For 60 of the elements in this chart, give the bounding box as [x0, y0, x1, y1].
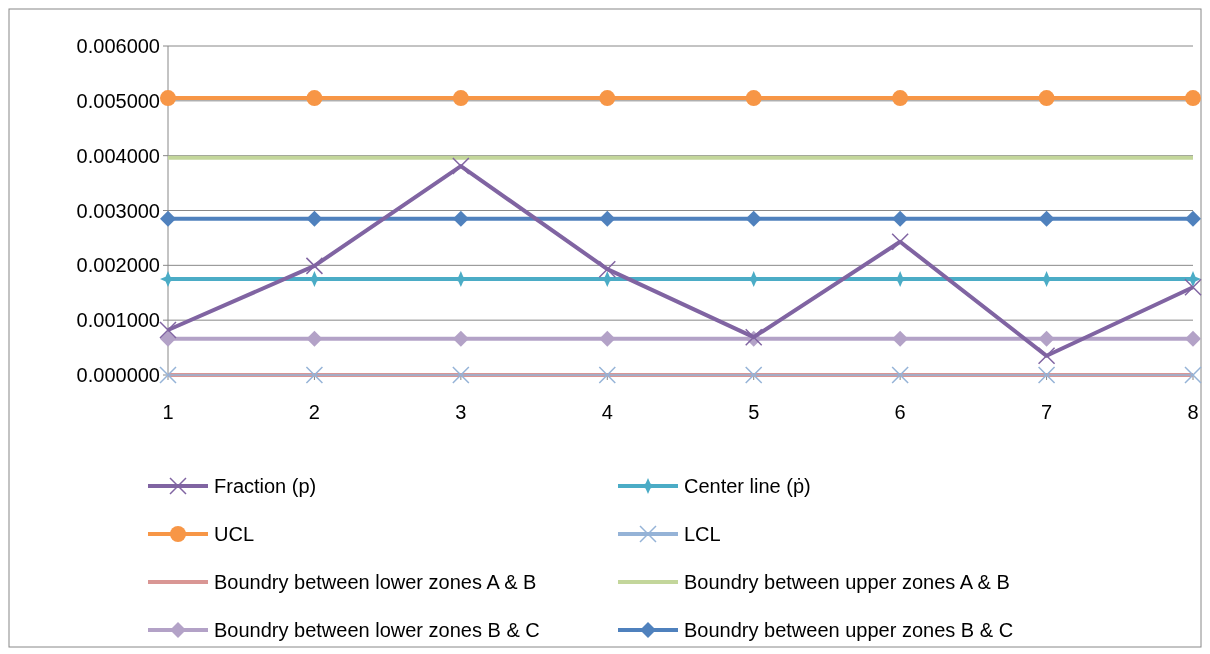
- point: [306, 210, 323, 227]
- legend-label: Boundry between lower zones A & B: [214, 571, 537, 593]
- x-tick-label: 1: [162, 401, 174, 423]
- y-tick-label: 0.005000: [76, 89, 160, 112]
- x-tick-label: 7: [1041, 401, 1053, 423]
- point: [745, 90, 762, 107]
- point: [160, 90, 176, 107]
- point: [892, 330, 909, 347]
- point: [452, 90, 469, 107]
- x-tick-label: 4: [601, 401, 613, 423]
- point: [891, 366, 909, 384]
- point: [599, 210, 616, 227]
- point: [452, 157, 470, 175]
- legend-label: LCL: [684, 523, 721, 545]
- point: [1185, 90, 1201, 107]
- y-tick-label: 0.003000: [76, 199, 160, 222]
- point: [744, 366, 763, 384]
- point: [452, 366, 470, 384]
- x-tick-label: 3: [455, 401, 467, 423]
- y-tick-label: 0.006000: [76, 35, 160, 57]
- legend-label: Boundry between upper zones A & B: [684, 571, 1010, 593]
- x-tick-label: 2: [308, 401, 320, 423]
- point: [452, 210, 469, 227]
- point: [159, 321, 177, 339]
- point: [160, 210, 176, 227]
- point: [599, 330, 616, 347]
- point: [1037, 347, 1056, 365]
- point: [1038, 210, 1055, 227]
- point: [745, 210, 762, 227]
- point: [1037, 366, 1056, 384]
- point: [892, 90, 909, 107]
- point: [891, 233, 909, 251]
- point: [306, 90, 323, 107]
- point: [306, 330, 323, 347]
- y-tick-label: 0.002000: [76, 254, 160, 277]
- legend-label: Boundry between upper zones B & C: [684, 619, 1014, 641]
- x-tick-label: 5: [748, 401, 760, 423]
- y-tick-label: 0.000000: [76, 364, 160, 386]
- point: [1038, 330, 1055, 347]
- y-tick-label: 0.004000: [76, 144, 160, 167]
- point: [1184, 278, 1202, 297]
- y-tick-label: 0.001000: [76, 309, 160, 332]
- x-tick-label: 8: [1187, 401, 1199, 423]
- point: [599, 90, 616, 107]
- point: [159, 366, 177, 384]
- point: [1185, 210, 1201, 227]
- legend-label: UCL: [214, 523, 255, 545]
- point: [1038, 90, 1055, 107]
- point: [452, 330, 469, 347]
- point: [305, 257, 324, 275]
- legend-label: Center line (ṗ): [684, 475, 811, 497]
- legend-label: Boundry between lower zones B & C: [214, 619, 540, 641]
- legend-label: Fraction (p): [214, 475, 317, 497]
- point: [598, 366, 617, 384]
- point: [1185, 330, 1201, 347]
- point: [305, 366, 324, 384]
- point: [1184, 366, 1202, 384]
- x-tick-label: 6: [894, 401, 906, 423]
- point: [892, 210, 909, 227]
- point: [598, 260, 617, 278]
